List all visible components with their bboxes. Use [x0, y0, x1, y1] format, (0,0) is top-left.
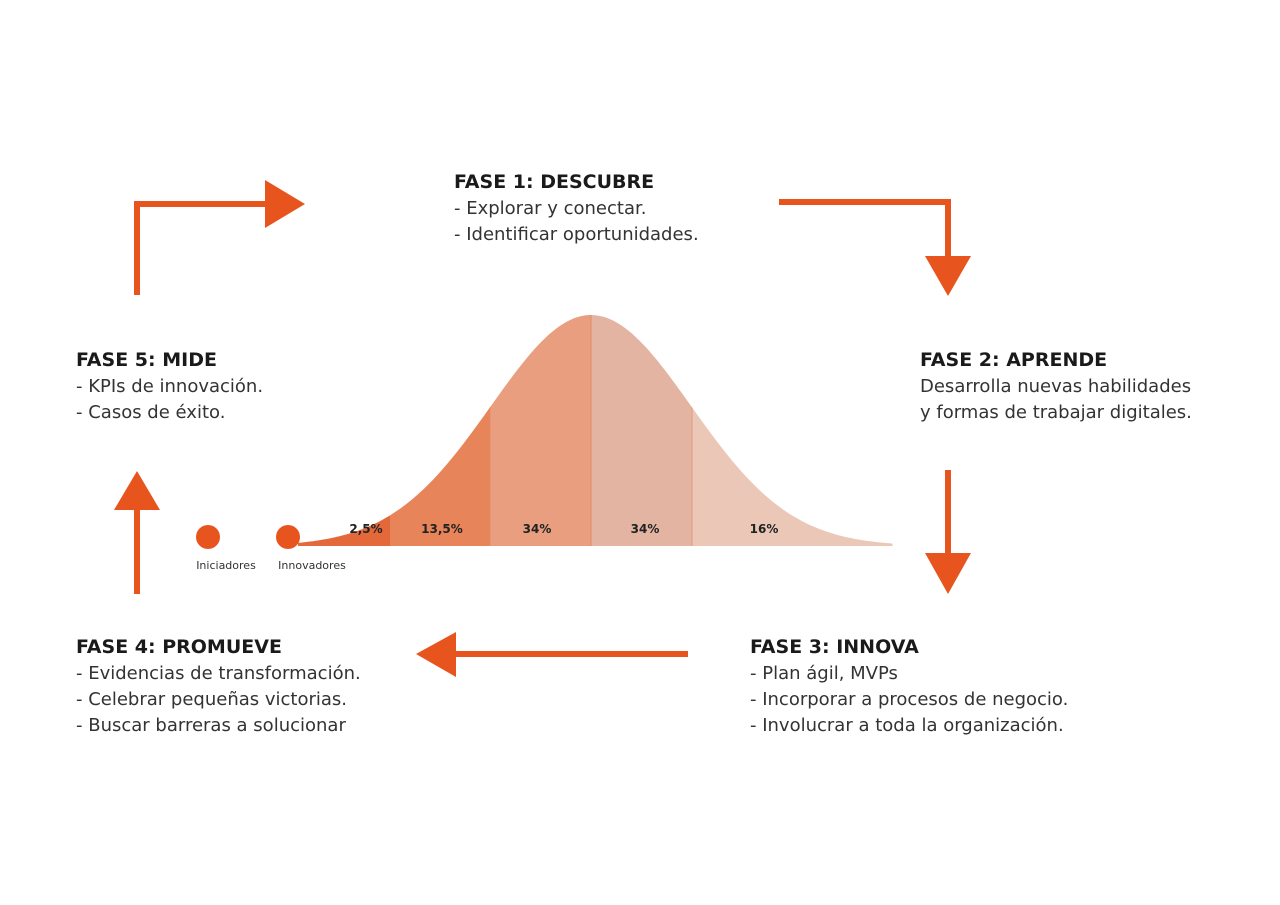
- marker-dot: [196, 525, 220, 549]
- segment-label: 13,5%: [421, 522, 463, 536]
- phase-line: - Identificar oportunidades.: [454, 224, 699, 245]
- segment-label: 34%: [631, 522, 660, 536]
- phase-line: - Explorar y conectar.: [454, 198, 646, 219]
- marker-label: Iniciadores: [196, 559, 256, 572]
- segment-label: 2,5%: [349, 522, 382, 536]
- segment-label: 16%: [750, 522, 779, 536]
- bell-curve: [298, 315, 893, 546]
- phase-line: - Evidencias de transformación.: [76, 663, 361, 684]
- phase-title: FASE 4: PROMUEVE: [76, 636, 282, 658]
- segment-label: 34%: [523, 522, 552, 536]
- phase-title: FASE 2: APRENDE: [920, 349, 1107, 371]
- phase-title: FASE 5: MIDE: [76, 349, 217, 371]
- phase-line: - KPIs de innovación.: [76, 376, 263, 397]
- phase-line: - Casos de éxito.: [76, 402, 225, 423]
- phase-title: FASE 3: INNOVA: [750, 636, 919, 658]
- phase-line: - Plan ágil, MVPs: [750, 663, 898, 684]
- phase-line: - Incorporar a procesos de negocio.: [750, 689, 1068, 710]
- phase-line: - Involucrar a toda la organización.: [750, 715, 1064, 736]
- marker-dot: [276, 525, 300, 549]
- phase-line: Desarrolla nuevas habilidades: [920, 376, 1191, 397]
- phase-line: - Buscar barreras a solucionar: [76, 715, 346, 736]
- phase-line: y formas de trabajar digitales.: [920, 402, 1192, 423]
- phase-line: - Celebrar pequeñas victorias.: [76, 689, 347, 710]
- marker-label: Innovadores: [278, 559, 346, 572]
- phase-title: FASE 1: DESCUBRE: [454, 171, 654, 193]
- arrows: [114, 180, 971, 677]
